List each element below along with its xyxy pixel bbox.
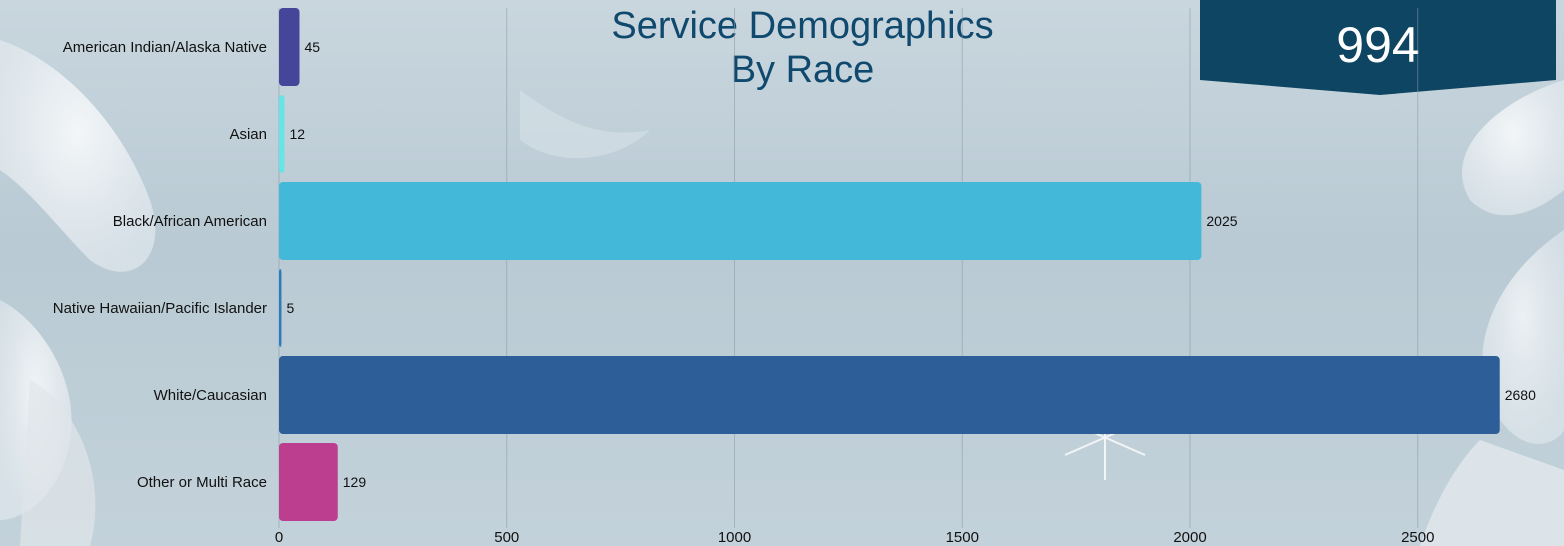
x-tick-label-2500: 2500 [1401, 529, 1434, 546]
bar [279, 356, 1500, 434]
total-badge: 994 [1200, 0, 1556, 95]
bar [279, 269, 282, 347]
bar [279, 95, 285, 173]
title-line-1: Service Demographics [611, 5, 994, 47]
data-label: 2025 [1206, 213, 1237, 229]
x-tick-label-0: 0 [275, 529, 283, 546]
x-tick-label-2000: 2000 [1173, 529, 1206, 546]
bar [279, 8, 300, 86]
category-label: Other or Multi Race [137, 474, 267, 491]
category-label: American Indian/Alaska Native [63, 39, 267, 56]
data-label: 2680 [1505, 387, 1536, 403]
title-line-2: By Race [730, 49, 875, 91]
data-label: 12 [289, 126, 305, 142]
data-label: 129 [343, 474, 367, 490]
x-tick-label-500: 500 [494, 529, 519, 546]
badge-value: 994 [1336, 17, 1420, 73]
data-label: 5 [287, 300, 295, 316]
category-label: Native Hawaiian/Pacific Islander [53, 300, 267, 317]
category-label: Black/African American [113, 213, 267, 230]
badge-banner-shape [1200, 0, 1556, 95]
data-label: 45 [304, 39, 320, 55]
category-label: Asian [229, 126, 267, 143]
chart-title: Service Demographics By Race [520, 4, 1085, 92]
category-label: White/Caucasian [154, 387, 267, 404]
x-tick-label-1000: 1000 [718, 529, 751, 546]
bar [279, 182, 1202, 260]
x-tick-label-1500: 1500 [946, 529, 979, 546]
bar [279, 443, 338, 521]
